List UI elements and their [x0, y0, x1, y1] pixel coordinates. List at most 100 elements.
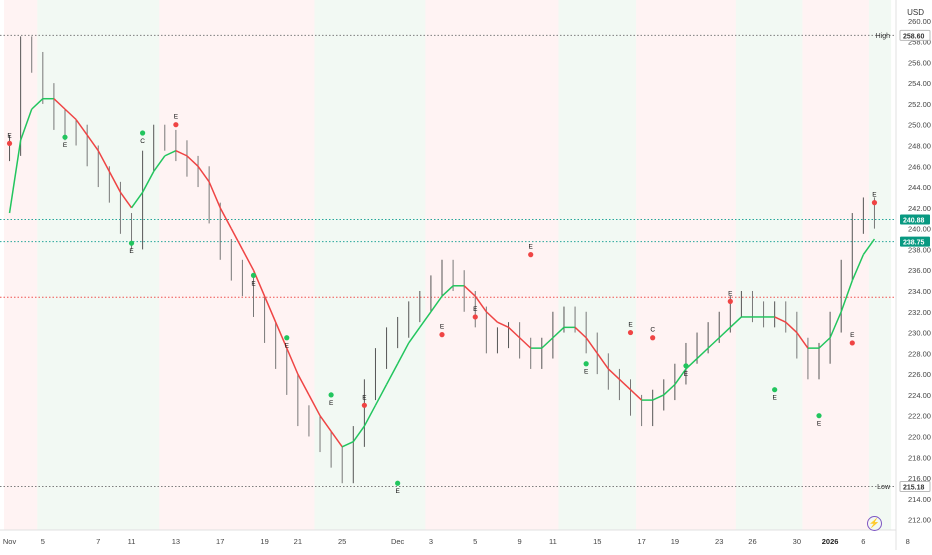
y-tick-label: 214.00: [908, 495, 931, 504]
signal-segment: [519, 337, 532, 349]
signal-dot: [650, 335, 656, 341]
y-tick-label: 220.00: [908, 432, 931, 441]
signal-dot: [361, 402, 367, 408]
signal-segment: [729, 316, 742, 328]
price-tag: [899, 481, 931, 493]
signal-segment: [97, 150, 111, 172]
signal-label: C: [650, 327, 655, 334]
signal-label: E: [63, 142, 68, 149]
signal-label: E: [850, 332, 855, 339]
signal-segment: [674, 368, 687, 385]
x-tick-label: Nov: [3, 537, 17, 546]
signal-segment: [396, 342, 410, 365]
signal-segment: [363, 404, 377, 427]
signal-segment: [230, 228, 244, 250]
signal-label: E: [329, 400, 334, 407]
y-tick-label: 226.00: [908, 370, 931, 379]
y-tick-label: 218.00: [908, 453, 931, 462]
y-tick-label: 256.00: [908, 58, 931, 67]
y-tick-label: 212.00: [908, 516, 931, 525]
signal-segment: [330, 430, 343, 448]
background-band: [37, 0, 104, 530]
signal-label: C: [140, 138, 145, 145]
background-band: [802, 0, 869, 530]
x-tick-label: 17: [637, 537, 645, 546]
signal-label: E: [440, 324, 445, 331]
price-tag: [900, 236, 930, 247]
x-tick-label: 8: [906, 537, 910, 546]
signal-segment: [652, 394, 665, 401]
signal-segment: [8, 140, 22, 214]
signal-segment: [607, 368, 620, 380]
y-tick-label: 238.00: [908, 245, 931, 254]
signal-segment: [463, 285, 476, 297]
signal-label: E: [772, 395, 777, 402]
y-tick-label: 248.00: [908, 141, 931, 150]
background-band: [103, 0, 160, 530]
price-tag-text: 238.75: [903, 240, 925, 247]
price-tag: [899, 29, 931, 41]
y-tick-label: 222.00: [908, 412, 931, 421]
y-tick-label: 260.00: [908, 17, 931, 26]
signal-label: E: [7, 132, 12, 139]
signal-segment: [385, 363, 399, 385]
signal-label: E: [684, 371, 689, 378]
signal-segment: [862, 238, 876, 256]
y-tick-label: 250.00: [908, 121, 931, 130]
signal-segment: [840, 280, 853, 313]
signal-segment: [718, 326, 731, 339]
signal-segment: [552, 326, 565, 339]
signal-label: E: [473, 306, 478, 313]
y-tick-label: 228.00: [908, 349, 931, 358]
replay-icon[interactable]: ⚡: [867, 516, 882, 531]
y-tick-label: 258.00: [908, 38, 931, 47]
signal-segment: [497, 321, 509, 329]
signal-segment: [618, 378, 632, 391]
x-tick-label: 5: [473, 537, 477, 546]
signal-label: E: [362, 394, 367, 401]
signal-label: E: [395, 488, 400, 495]
signal-segment: [596, 352, 609, 370]
y-tick-label: 230.00: [908, 329, 931, 338]
signal-dot: [173, 122, 179, 128]
signal-segment: [829, 311, 842, 339]
signal-label: E: [251, 280, 256, 287]
signal-dot: [772, 387, 778, 393]
signal-dot: [528, 252, 534, 258]
y-tick-label: 242.00: [908, 204, 931, 213]
y-tick-label: 254.00: [908, 79, 931, 88]
signal-label: E: [872, 192, 877, 199]
signal-segment: [119, 191, 133, 209]
signal-label: E: [628, 322, 633, 329]
x-tick-label: 17: [216, 537, 224, 546]
signal-segment: [86, 134, 99, 152]
y-tick-label: 236.00: [908, 266, 931, 275]
signal-segment: [419, 311, 432, 328]
y-tick-label: 216.00: [908, 474, 931, 483]
signal-segment: [141, 171, 155, 193]
currency-label: USD: [907, 8, 924, 17]
signal-dot: [439, 332, 445, 338]
x-tick-label: 9: [518, 537, 522, 546]
signal-segment: [53, 98, 66, 110]
y-tick-label: 240.00: [908, 225, 931, 234]
signal-dot: [250, 272, 257, 278]
signal-segment: [374, 384, 388, 406]
signal-segment: [796, 332, 809, 349]
signal-segment: [286, 347, 299, 375]
signal-dot: [816, 413, 822, 419]
signal-segment: [274, 321, 288, 349]
signal-segment: [108, 171, 122, 193]
price-tag-text: 258.60: [903, 33, 925, 40]
signal-dot: [627, 329, 634, 336]
signal-dot: [395, 480, 401, 486]
signal-segment: [485, 311, 498, 323]
signal-dot: [727, 298, 733, 304]
x-tick-label: 5: [41, 537, 45, 546]
x-tick-label: 26: [748, 537, 756, 546]
signal-segment: [64, 108, 77, 121]
signal-segment: [430, 295, 443, 313]
signal-dot: [128, 240, 135, 246]
signal-segment: [785, 321, 798, 334]
